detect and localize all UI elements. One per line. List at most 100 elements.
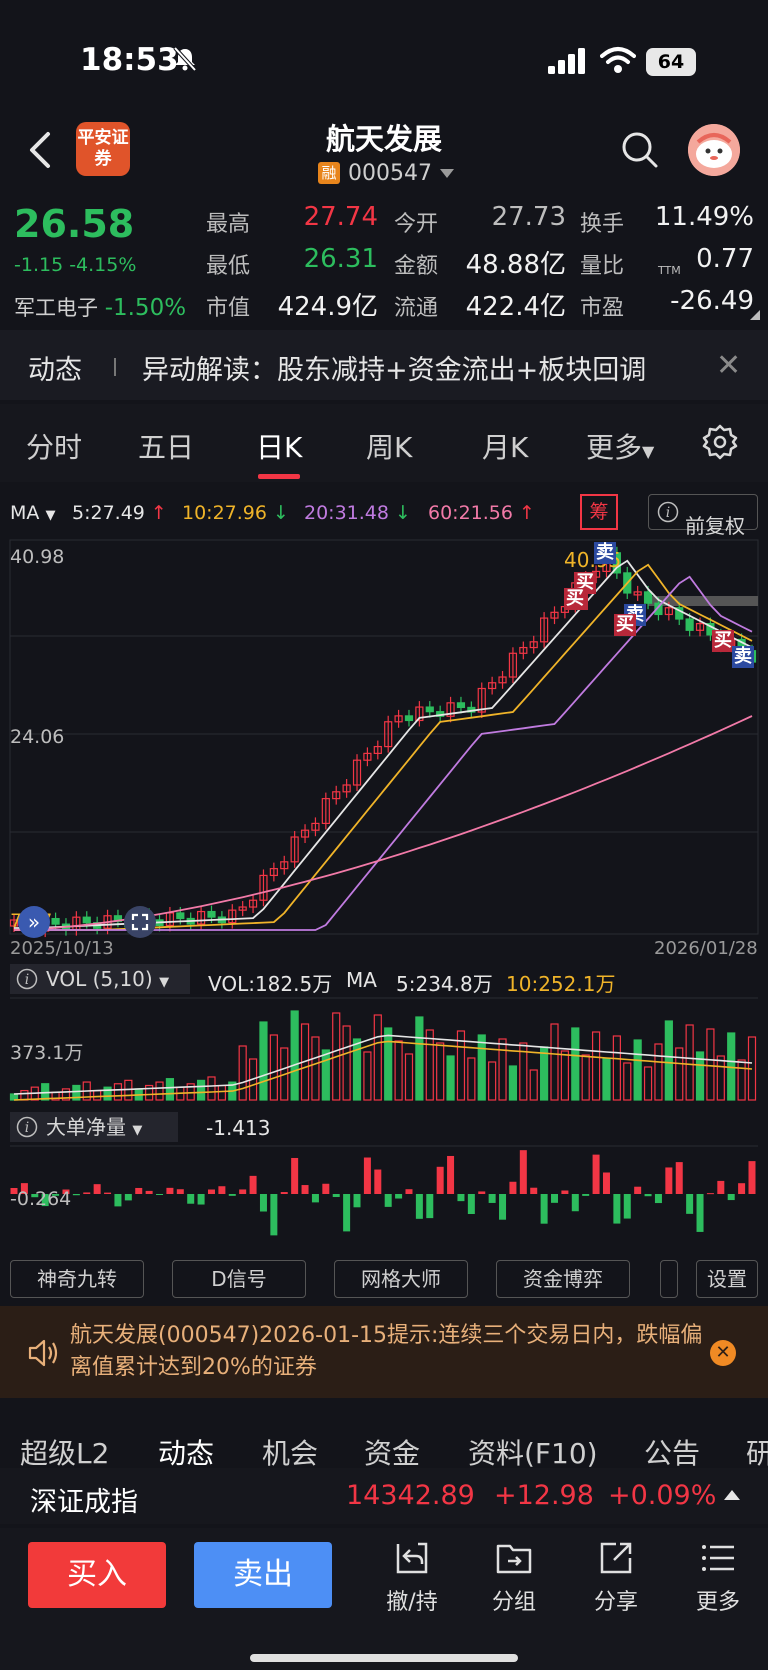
close-icon[interactable]: ✕ <box>710 1340 736 1366</box>
candle <box>342 784 351 793</box>
back-arrow-icon[interactable] <box>26 130 56 170</box>
candle <box>425 706 434 713</box>
avatar[interactable] <box>688 124 740 176</box>
netflow-bar <box>540 1194 548 1224</box>
cancel-hold-button[interactable]: 撤/持 <box>372 1538 452 1616</box>
svg-text:i: i <box>25 972 29 988</box>
action-bar: 买入 卖出 撤/持 分组 分享 更多 <box>0 1528 768 1670</box>
sell-button[interactable]: 卖出 <box>194 1542 332 1608</box>
candle <box>529 641 538 649</box>
index-name: 深证成指 <box>30 1487 138 1518</box>
kline-chart[interactable] <box>0 538 768 958</box>
volume-bar <box>384 1027 393 1101</box>
buy-signal-tag[interactable]: 买 <box>614 614 636 636</box>
candle <box>477 687 486 713</box>
netflow-chart[interactable] <box>0 1144 768 1250</box>
netflow-bar <box>280 1192 288 1194</box>
netflow-bar <box>374 1169 382 1194</box>
volume-bar <box>706 1028 715 1101</box>
candle <box>404 715 414 722</box>
netflow-bar <box>270 1194 278 1236</box>
tab-five-day[interactable]: 五日 <box>138 431 195 464</box>
battery-indicator: 64 <box>646 48 696 76</box>
ma10-value: 10:27.96 ↓ <box>182 502 289 524</box>
triangle-up-icon[interactable] <box>724 1490 740 1500</box>
price-change: -1.15 -4.15% <box>14 254 137 276</box>
volume-bar <box>540 1046 549 1101</box>
volume-indicator-selector[interactable]: i VOL (5,10) ▼ <box>10 964 190 994</box>
candle <box>269 868 278 877</box>
tab-funds[interactable]: 资金 <box>364 1437 421 1470</box>
news-strip[interactable]: 动态 异动解读：股东减持+资金流出+板块回调 ✕ <box>0 330 768 400</box>
netflow-bar <box>582 1194 590 1196</box>
active-tab-underline <box>258 474 300 479</box>
netflow-bar <box>322 1183 330 1194</box>
buy-signal-tag[interactable]: 买 <box>712 630 734 652</box>
indicator-button[interactable]: 网格大师 <box>334 1260 468 1298</box>
indicator-button[interactable]: 神奇九转 <box>10 1260 144 1298</box>
gear-icon[interactable] <box>702 424 738 460</box>
volume-chart[interactable] <box>0 996 768 1102</box>
tab-daily-k[interactable]: 日K <box>256 431 303 464</box>
indicator-button[interactable]: D信号 <box>172 1260 306 1298</box>
sector-info[interactable]: 军工电子 -1.50% <box>14 292 186 322</box>
netflow-bar <box>301 1185 309 1194</box>
share-button[interactable]: 分享 <box>576 1538 656 1616</box>
indicator-button[interactable]: 资金博弈 <box>496 1260 630 1298</box>
news-headline[interactable]: 异动解读：股东减持+资金流出+板块回调 <box>142 355 647 386</box>
netflow-bar <box>114 1194 122 1207</box>
expand-left-icon[interactable]: » <box>18 906 50 938</box>
quote-label: 金额 <box>394 254 439 279</box>
tab-news[interactable]: 动态 <box>158 1437 215 1470</box>
netflow-bar <box>696 1194 704 1232</box>
tab-opportunity[interactable]: 机会 <box>262 1437 319 1470</box>
netflow-bar <box>447 1155 455 1194</box>
risk-alert-banner[interactable]: 航天发展(000547)2026-01-15提示:连续三个交易日内，跌幅偏离值累… <box>0 1306 768 1398</box>
more-button[interactable]: 更多 <box>678 1538 758 1616</box>
tab-research[interactable]: 研 <box>746 1437 768 1470</box>
tab-announcements[interactable]: 公告 <box>644 1437 701 1470</box>
tab-more[interactable]: 更多▼ <box>586 426 654 466</box>
indicator-button-partial[interactable] <box>660 1260 678 1298</box>
volume-bar <box>61 1088 71 1101</box>
volume-bar <box>20 1089 29 1101</box>
fullscreen-icon[interactable] <box>124 906 156 938</box>
sell-signal-tag[interactable]: 卖 <box>732 646 754 668</box>
svg-text:i: i <box>666 505 670 521</box>
adjust-mode-label: 前复权 <box>685 514 745 538</box>
netflow-indicator-selector[interactable]: i 大单净量 ▼ <box>10 1112 178 1142</box>
triangle-down-icon: ▼ <box>132 1123 143 1138</box>
search-icon[interactable] <box>620 130 660 170</box>
netflow-bar <box>166 1187 174 1194</box>
tab-weekly-k[interactable]: 周K <box>366 431 413 464</box>
sell-signal-tag[interactable]: 卖 <box>594 542 616 564</box>
adjust-mode-button[interactable]: i 前复权 <box>648 494 758 538</box>
candle <box>415 706 424 722</box>
settings-button[interactable]: 设置 <box>696 1260 758 1298</box>
stock-code-selector[interactable]: 融 000547 <box>318 158 454 188</box>
buy-button[interactable]: 买入 <box>28 1542 166 1608</box>
netflow-bar <box>72 1194 80 1196</box>
tab-super-l2[interactable]: 超级L2 <box>20 1437 110 1470</box>
quote-value: 0.77 <box>696 244 754 274</box>
netflow-bar <box>20 1183 28 1194</box>
ma-selector[interactable]: MA ▼ <box>10 502 55 524</box>
index-ticker[interactable]: 深证成指 14342.89 +12.98 +0.09% <box>0 1468 768 1524</box>
tab-monthly-k[interactable]: 月K <box>482 431 529 464</box>
corner-expand-icon[interactable] <box>750 310 760 320</box>
volume-bar <box>259 1021 268 1101</box>
triangle-down-icon: ▼ <box>642 442 655 461</box>
netflow-bar <box>613 1194 621 1224</box>
close-icon[interactable]: ✕ <box>716 348 742 383</box>
buy-signal-tag[interactable]: 买 <box>564 588 586 610</box>
candle <box>373 745 382 754</box>
candle <box>685 618 694 631</box>
chip-distribution-button[interactable]: 筹 <box>580 494 618 530</box>
tab-intraday[interactable]: 分时 <box>26 431 83 464</box>
tab-f10[interactable]: 资料(F10) <box>468 1437 598 1470</box>
alert-text: 航天发展(000547)2026-01-15提示:连续三个交易日内，跌幅偏离值累… <box>70 1323 703 1380</box>
netflow-axis-label: -0.264 <box>10 1188 72 1210</box>
volume-bar <box>404 1053 414 1101</box>
group-button[interactable]: 分组 <box>474 1538 554 1616</box>
info-icon: i <box>657 501 679 523</box>
